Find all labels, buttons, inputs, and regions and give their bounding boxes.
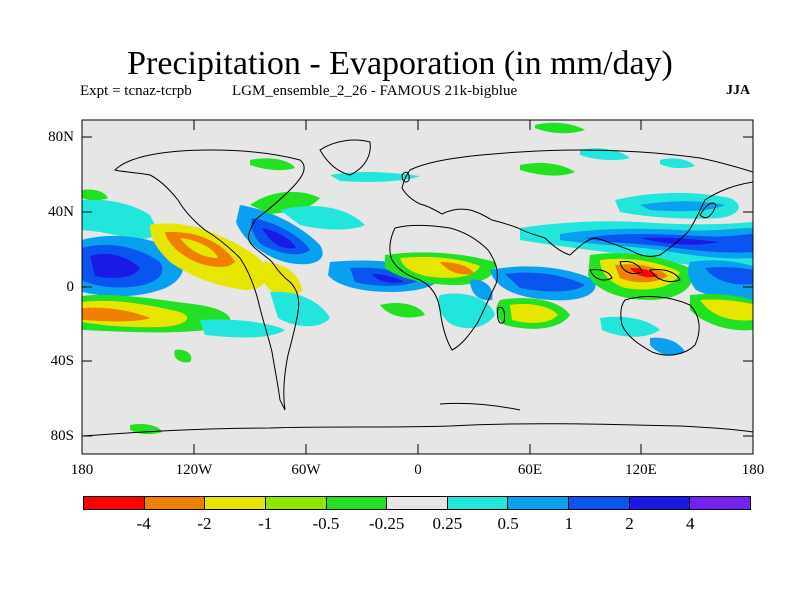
colorbar: [83, 496, 751, 510]
colorbar-label: 4: [686, 514, 695, 533]
lon-label-60w: 60W: [291, 462, 321, 478]
colorbar-swatch: [326, 497, 388, 509]
colorbar-swatch: [205, 497, 266, 509]
colorbar-label: -0.5: [312, 514, 340, 533]
lon-label-180e: 180: [741, 462, 765, 478]
field-shading: [82, 122, 753, 435]
colorbar-label: -0.25: [368, 514, 405, 533]
lat-label-40n: 40N: [48, 204, 74, 220]
lon-label-180w: 180: [70, 462, 94, 478]
lon-label-120e: 120E: [625, 462, 657, 478]
colorbar-label: 1: [564, 514, 574, 533]
colorbar-label: 0.5: [497, 514, 519, 533]
colorbar-swatch: [629, 497, 691, 509]
lon-label-60e: 60E: [517, 462, 543, 478]
lat-label-80s: 80S: [50, 428, 74, 444]
colorbar-swatch: [569, 497, 630, 509]
lat-label-0: 0: [66, 279, 75, 295]
colorbar-swatch: [447, 497, 509, 509]
colorbar-swatch: [508, 497, 570, 509]
colorbar-label: -1: [258, 514, 273, 533]
colorbar-swatch: [265, 497, 327, 509]
lon-label-120w: 120W: [175, 462, 213, 478]
colorbar-label: -2: [197, 514, 212, 533]
colorbar-swatch: [690, 497, 751, 509]
colorbar-label: 2: [625, 514, 634, 533]
coastlines: [82, 139, 753, 437]
colorbar-label: -4: [136, 514, 151, 533]
colorbar-label: 0.25: [432, 514, 463, 533]
lat-label-80n: 80N: [48, 129, 74, 145]
ensemble-label: LGM_ensemble_2_26 - FAMOUS 21k-bigblue: [232, 83, 518, 99]
colorbar-swatch: [84, 497, 145, 509]
axis-ticks: [82, 120, 753, 454]
colorbar-swatch: [387, 497, 448, 509]
lon-label-0: 0: [414, 462, 422, 478]
lat-label-40s: 40S: [50, 353, 74, 369]
experiment-label: Expt = tcnaz-tcrpb: [80, 83, 192, 99]
colorbar-swatch: [144, 497, 206, 509]
map-title: Precipitation - Evaporation (in mm/day): [127, 45, 673, 82]
season-label: JJA: [726, 83, 751, 98]
